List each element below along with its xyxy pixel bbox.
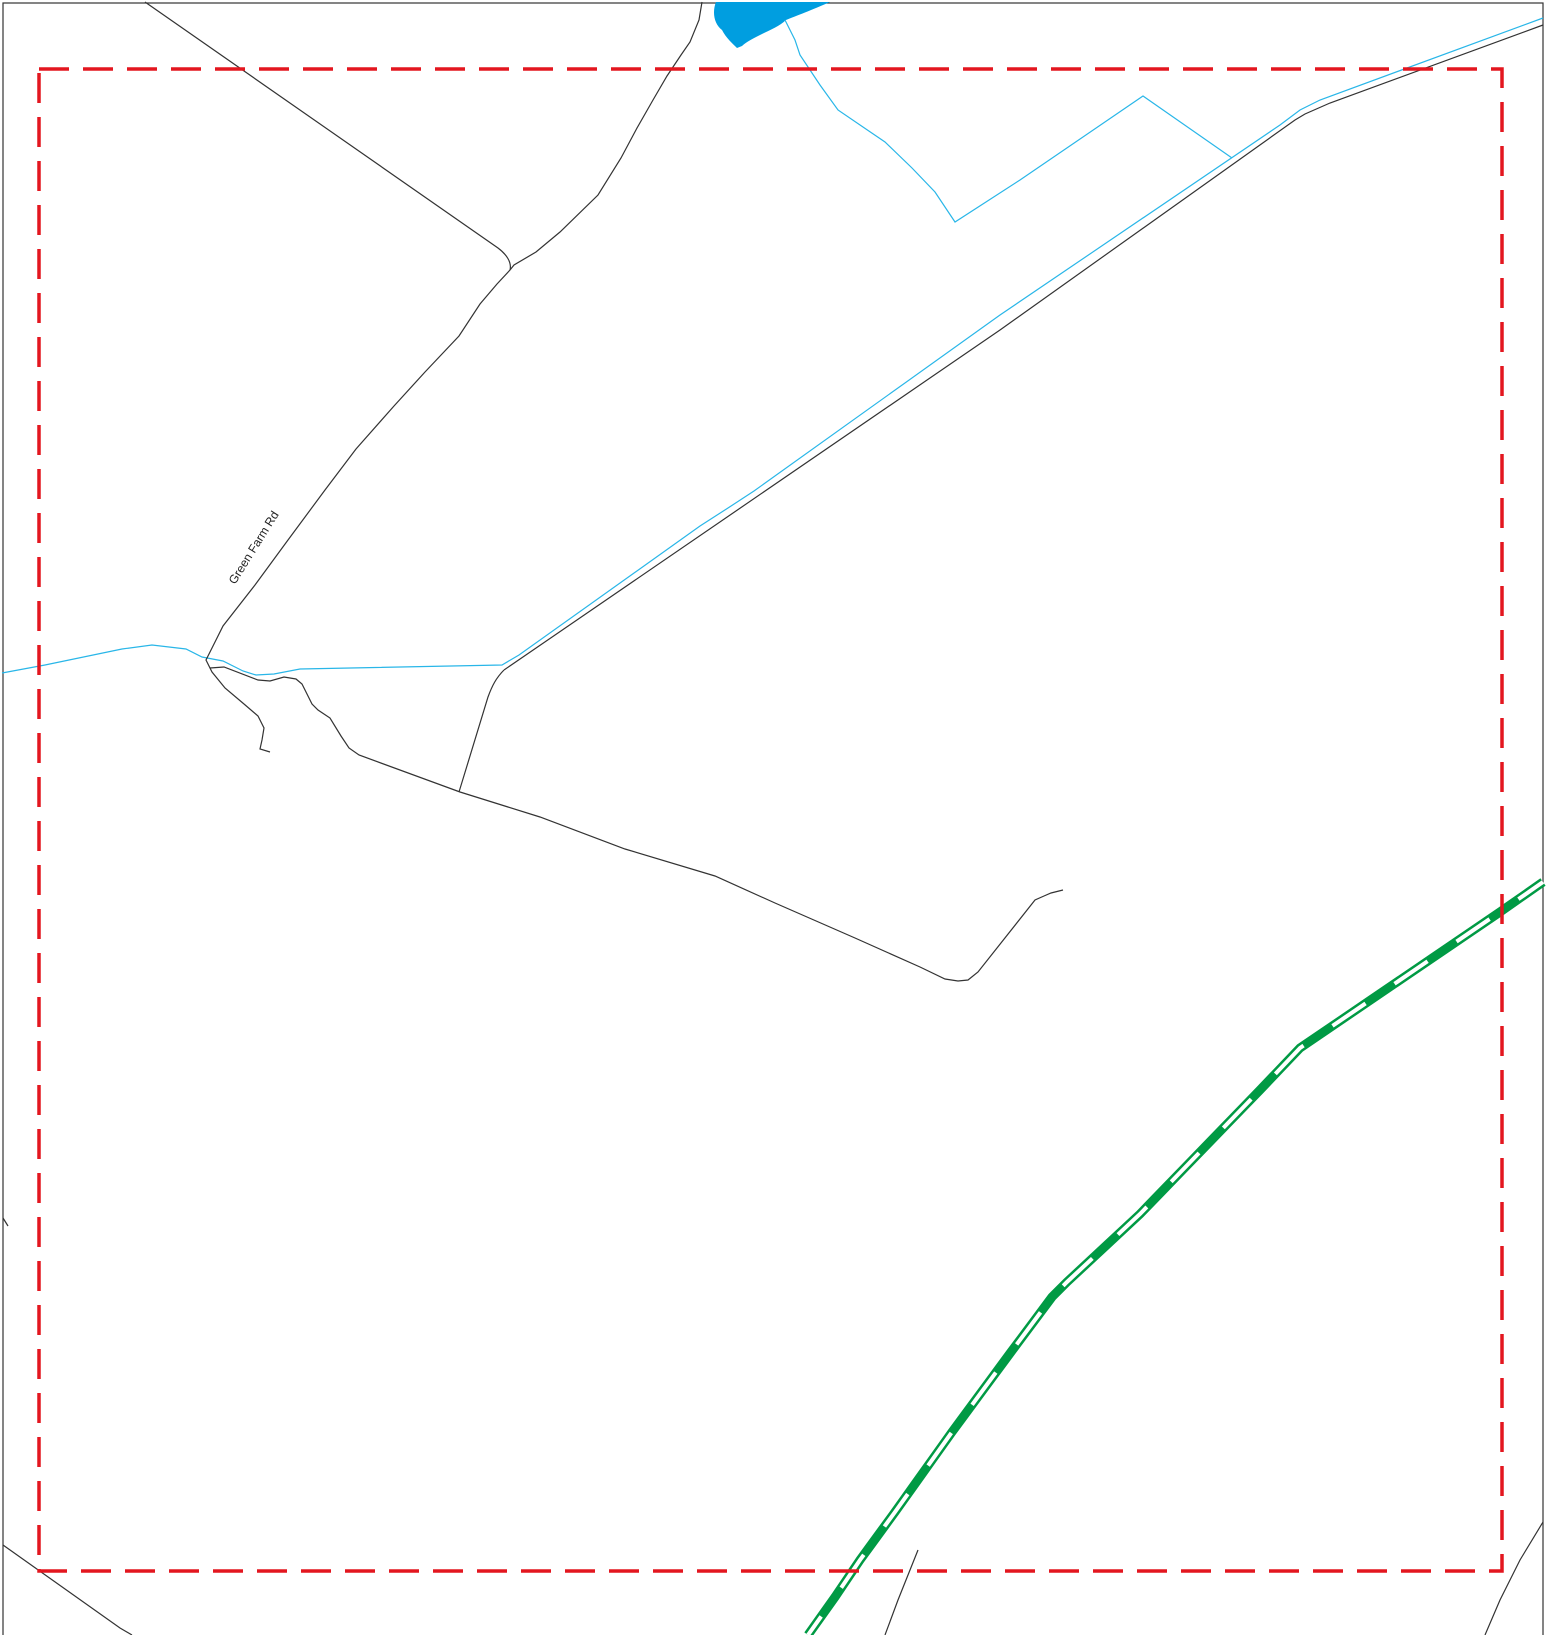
road-west-stub	[2, 1217, 9, 1227]
water-body	[714, 2, 830, 48]
trail	[804, 878, 1546, 1635]
road-green-farm-rd	[205, 1, 703, 753]
road-northeast-diagonal	[503, 24, 1544, 671]
road-southeast	[1484, 1521, 1544, 1635]
road-south-center	[884, 1549, 919, 1635]
road-southwest	[2, 1544, 133, 1635]
road-loop-south	[209, 666, 1064, 982]
road-label-green-farm-rd: Green Farm Rd	[226, 508, 282, 586]
study-area-boundary	[37, 67, 1504, 1573]
trail-hatch	[806, 880, 1545, 1635]
streams	[1, 17, 1544, 676]
stream-north-branch	[784, 19, 1233, 223]
road-northwest-diagonal	[144, 1, 511, 271]
road-connector	[458, 669, 505, 793]
stream-west-branch	[1, 17, 1544, 676]
trail-base	[804, 878, 1546, 1635]
